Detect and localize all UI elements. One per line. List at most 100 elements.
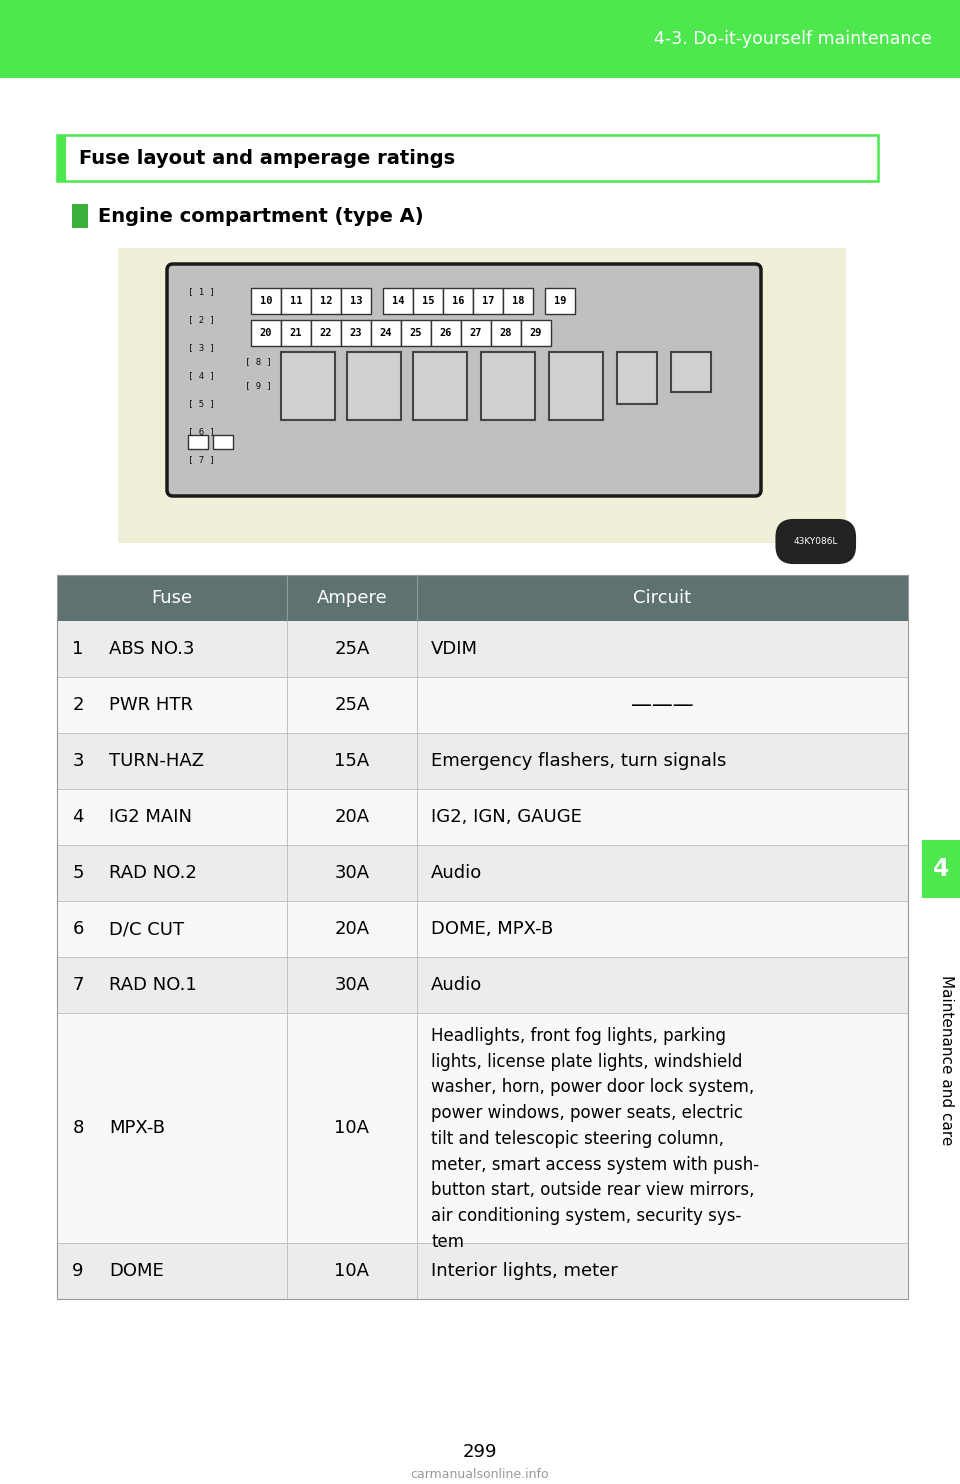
Text: Emergency flashers, turn signals: Emergency flashers, turn signals: [431, 752, 727, 770]
Bar: [57, 957, 908, 1014]
Bar: [57, 844, 908, 901]
Text: 2: 2: [72, 696, 84, 714]
Bar: [57, 789, 908, 844]
Bar: [401, 321, 431, 346]
Text: 11: 11: [290, 295, 302, 306]
Bar: [443, 288, 473, 315]
Text: [ 1 ]: [ 1 ]: [188, 288, 215, 297]
Text: carmanualsonline.info: carmanualsonline.info: [411, 1468, 549, 1481]
Text: IG2, IGN, GAUGE: IG2, IGN, GAUGE: [431, 807, 582, 827]
Text: 9: 9: [72, 1261, 84, 1281]
Text: 15A: 15A: [334, 752, 370, 770]
Text: 25A: 25A: [334, 640, 370, 657]
Text: D/C CUT: D/C CUT: [109, 920, 184, 938]
Bar: [57, 620, 908, 677]
Bar: [283, 381, 301, 395]
Bar: [57, 135, 878, 181]
Text: ———: ———: [631, 695, 694, 715]
Bar: [281, 321, 311, 346]
Text: 5: 5: [72, 864, 84, 881]
Bar: [213, 435, 233, 450]
Bar: [503, 288, 533, 315]
Text: 4-3. Do-it-yourself maintenance: 4-3. Do-it-yourself maintenance: [654, 30, 932, 47]
Text: 20A: 20A: [334, 920, 370, 938]
Bar: [118, 248, 846, 543]
Text: 4: 4: [933, 856, 949, 881]
Bar: [57, 574, 908, 1298]
Bar: [57, 901, 908, 957]
Text: [ 8 ]: [ 8 ]: [245, 358, 272, 367]
Text: [ 4 ]: [ 4 ]: [188, 371, 215, 380]
Text: 29: 29: [530, 328, 542, 338]
Text: Fuse: Fuse: [152, 589, 193, 607]
Bar: [617, 352, 657, 404]
Text: DOME: DOME: [109, 1261, 164, 1281]
Text: 19: 19: [554, 295, 566, 306]
Text: DOME, MPX-B: DOME, MPX-B: [431, 920, 553, 938]
Bar: [431, 321, 461, 346]
Bar: [72, 203, 88, 229]
Bar: [283, 358, 301, 371]
Bar: [341, 321, 371, 346]
Bar: [0, 0, 960, 79]
Text: 16: 16: [452, 295, 465, 306]
Text: 20: 20: [260, 328, 273, 338]
Text: 7: 7: [72, 976, 84, 994]
Text: Interior lights, meter: Interior lights, meter: [431, 1261, 617, 1281]
Text: Headlights, front fog lights, parking
lights, license plate lights, windshield
w: Headlights, front fog lights, parking li…: [431, 1027, 759, 1251]
Text: 4: 4: [72, 807, 84, 827]
Text: RAD NO.1: RAD NO.1: [109, 976, 197, 994]
Bar: [473, 288, 503, 315]
Text: 1: 1: [72, 640, 84, 657]
Text: [ 6 ]: [ 6 ]: [188, 427, 215, 436]
Text: 15: 15: [421, 295, 434, 306]
Text: 25A: 25A: [334, 696, 370, 714]
Text: Engine compartment (type A): Engine compartment (type A): [98, 206, 423, 226]
Text: 8: 8: [72, 1119, 84, 1137]
Text: [ 7 ]: [ 7 ]: [188, 456, 215, 464]
Text: Fuse layout and amperage ratings: Fuse layout and amperage ratings: [79, 148, 455, 168]
Text: 3: 3: [72, 752, 84, 770]
Text: 17: 17: [482, 295, 494, 306]
Text: 43KY086L: 43KY086L: [794, 537, 838, 546]
Bar: [281, 288, 311, 315]
Text: 20A: 20A: [334, 807, 370, 827]
Text: 23: 23: [349, 328, 362, 338]
Text: 30A: 30A: [334, 976, 370, 994]
Text: 14: 14: [392, 295, 404, 306]
Text: 13: 13: [349, 295, 362, 306]
Text: [ 5 ]: [ 5 ]: [188, 399, 215, 408]
Bar: [188, 435, 208, 450]
Bar: [481, 352, 535, 420]
Text: 21: 21: [290, 328, 302, 338]
FancyBboxPatch shape: [167, 264, 761, 496]
Text: Audio: Audio: [431, 864, 482, 881]
Text: 24: 24: [380, 328, 393, 338]
Text: ABS NO.3: ABS NO.3: [109, 640, 195, 657]
Text: 6: 6: [72, 920, 84, 938]
Bar: [57, 733, 908, 789]
Text: 26: 26: [440, 328, 452, 338]
Bar: [57, 1014, 908, 1244]
Bar: [491, 321, 521, 346]
Text: TURN-HAZ: TURN-HAZ: [109, 752, 204, 770]
Bar: [281, 352, 335, 420]
Bar: [347, 352, 401, 420]
Text: RAD NO.2: RAD NO.2: [109, 864, 197, 881]
Bar: [461, 321, 491, 346]
Text: 28: 28: [500, 328, 513, 338]
Bar: [922, 840, 960, 898]
Bar: [521, 321, 551, 346]
Text: 299: 299: [463, 1442, 497, 1462]
Text: 22: 22: [320, 328, 332, 338]
Text: 12: 12: [320, 295, 332, 306]
Text: Audio: Audio: [431, 976, 482, 994]
Bar: [383, 288, 413, 315]
Bar: [671, 352, 711, 392]
Bar: [413, 352, 467, 420]
Text: 10: 10: [260, 295, 273, 306]
Text: 10A: 10A: [334, 1119, 370, 1137]
Text: 25: 25: [410, 328, 422, 338]
Text: Maintenance and care: Maintenance and care: [939, 975, 953, 1146]
Text: MPX-B: MPX-B: [109, 1119, 165, 1137]
